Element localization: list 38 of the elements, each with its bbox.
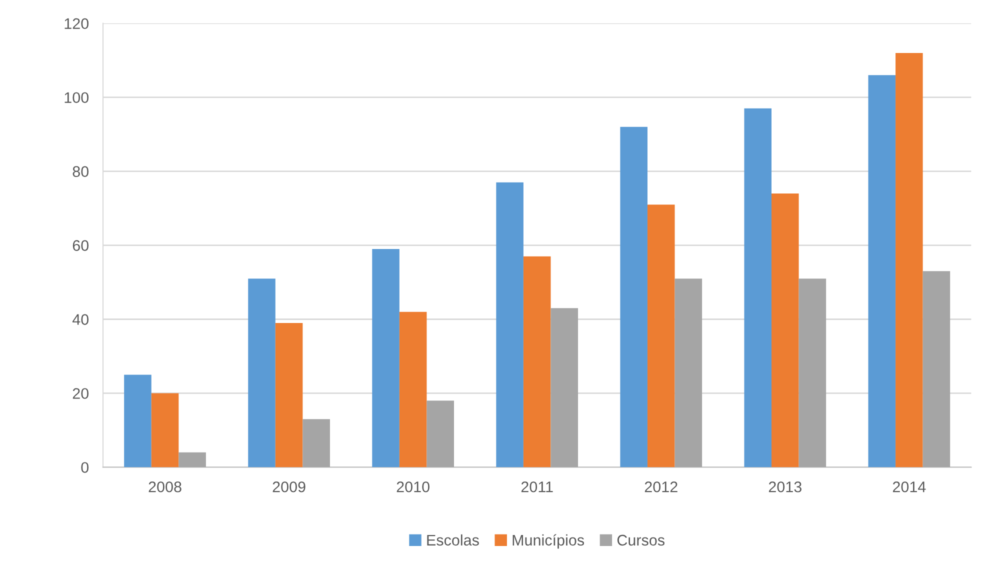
y-tick-label: 100 bbox=[64, 92, 89, 104]
bar bbox=[124, 374, 152, 468]
bar bbox=[178, 452, 206, 468]
y-tick-label: 40 bbox=[72, 314, 89, 325]
y-tick-label: 20 bbox=[72, 388, 89, 399]
bar bbox=[647, 204, 675, 468]
x-tick-label: 2010 bbox=[396, 481, 430, 492]
x-tick-label: 2012 bbox=[644, 481, 678, 492]
x-tick-label: 2014 bbox=[892, 481, 926, 492]
bar bbox=[426, 400, 454, 468]
bar bbox=[550, 308, 578, 468]
legend-label: Municípios bbox=[512, 534, 584, 549]
x-tick-label: 2008 bbox=[148, 481, 182, 492]
bar bbox=[151, 393, 179, 468]
y-tick-label: 80 bbox=[72, 166, 89, 177]
legend-label: Escolas bbox=[427, 534, 479, 546]
x-tick-label: 2011 bbox=[521, 481, 553, 492]
bar bbox=[922, 271, 950, 468]
bar bbox=[523, 256, 551, 468]
x-tick-label: 2013 bbox=[768, 481, 802, 492]
bar bbox=[496, 182, 524, 468]
bar bbox=[868, 75, 896, 468]
bar bbox=[674, 278, 702, 468]
bar bbox=[798, 278, 826, 468]
bar bbox=[772, 194, 799, 468]
x-tick-label: 2009 bbox=[272, 481, 306, 492]
y-tick-label: 60 bbox=[72, 240, 89, 251]
bar bbox=[248, 278, 276, 468]
legend-label: Cursos bbox=[617, 534, 664, 546]
bar bbox=[399, 312, 427, 468]
bar bbox=[896, 52, 923, 468]
bar bbox=[275, 322, 303, 468]
bar bbox=[372, 248, 400, 468]
y-tick-label: 120 bbox=[64, 18, 89, 30]
bar bbox=[744, 108, 772, 468]
bar bbox=[302, 419, 330, 468]
y-tick-label: 0 bbox=[81, 462, 89, 473]
bar bbox=[620, 126, 648, 468]
